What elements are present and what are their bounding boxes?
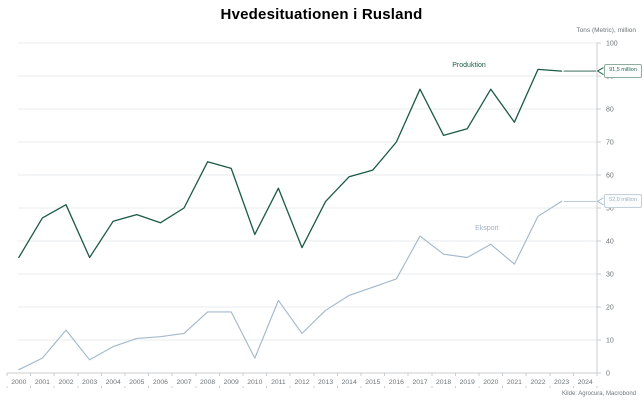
callout-arrow-icon: [596, 67, 604, 75]
x-tick-label: 2008: [200, 379, 215, 386]
x-tick-label: 2004: [106, 379, 121, 386]
x-tick-label: 2022: [530, 379, 545, 386]
x-tick-label: 2014: [342, 379, 357, 386]
x-tick-label: 2001: [35, 379, 50, 386]
x-tick-label: 2023: [554, 379, 569, 386]
x-tick-label: 2013: [318, 379, 333, 386]
series-label-produktion: Produktion: [452, 62, 486, 69]
x-tick-label: 2010: [247, 379, 262, 386]
callout-arrow-icon: [596, 197, 604, 206]
y-tick-label: 80: [606, 106, 614, 113]
x-tick-label: 2002: [58, 379, 73, 386]
y-tick-label: 30: [606, 271, 614, 278]
y-tick-label: 60: [606, 172, 614, 179]
x-tick-label: 2021: [507, 379, 522, 386]
y-tick-label: 70: [606, 139, 614, 146]
x-tick-label: 2015: [365, 379, 380, 386]
x-tick-label: 2012: [294, 379, 309, 386]
y-tick-label: 0: [606, 370, 610, 377]
x-tick-label: 2019: [460, 379, 475, 386]
series-label-eksport: Eksport: [475, 225, 499, 232]
y-axis-unit-label: Tons (Metric), million: [576, 27, 636, 34]
x-tick-label: 2018: [436, 379, 451, 386]
series-line-produktion: [18, 68, 563, 259]
x-tick-label: 2011: [271, 379, 286, 386]
x-tick-label: 2017: [412, 379, 427, 386]
x-tick-label: 2024: [578, 379, 593, 386]
x-tick-label: 2020: [483, 379, 498, 386]
callout-produktion-value: 91,5 million: [604, 64, 642, 78]
x-tick-label: 2006: [153, 379, 168, 386]
source-label: Kilde: Agrocura, Macrobond: [561, 391, 636, 397]
x-tick-label: 2007: [176, 379, 191, 386]
callout-eksport-value: 52,0 million: [604, 194, 642, 208]
x-tick-label: 2009: [224, 379, 239, 386]
x-tick-label: 2003: [82, 379, 97, 386]
x-tick-label: 2005: [129, 379, 144, 386]
chart-title: Hvedesituationen i Rusland: [220, 6, 423, 23]
y-tick-label: 100: [606, 40, 618, 47]
y-tick-label: 40: [606, 238, 614, 245]
x-tick-label: 2016: [389, 379, 404, 386]
y-tick-label: 50: [606, 205, 614, 212]
y-tick-label: 20: [606, 304, 614, 311]
y-tick-label: 10: [606, 337, 614, 344]
series-line-eksport: [18, 200, 563, 371]
x-tick-label: 2000: [11, 379, 26, 386]
